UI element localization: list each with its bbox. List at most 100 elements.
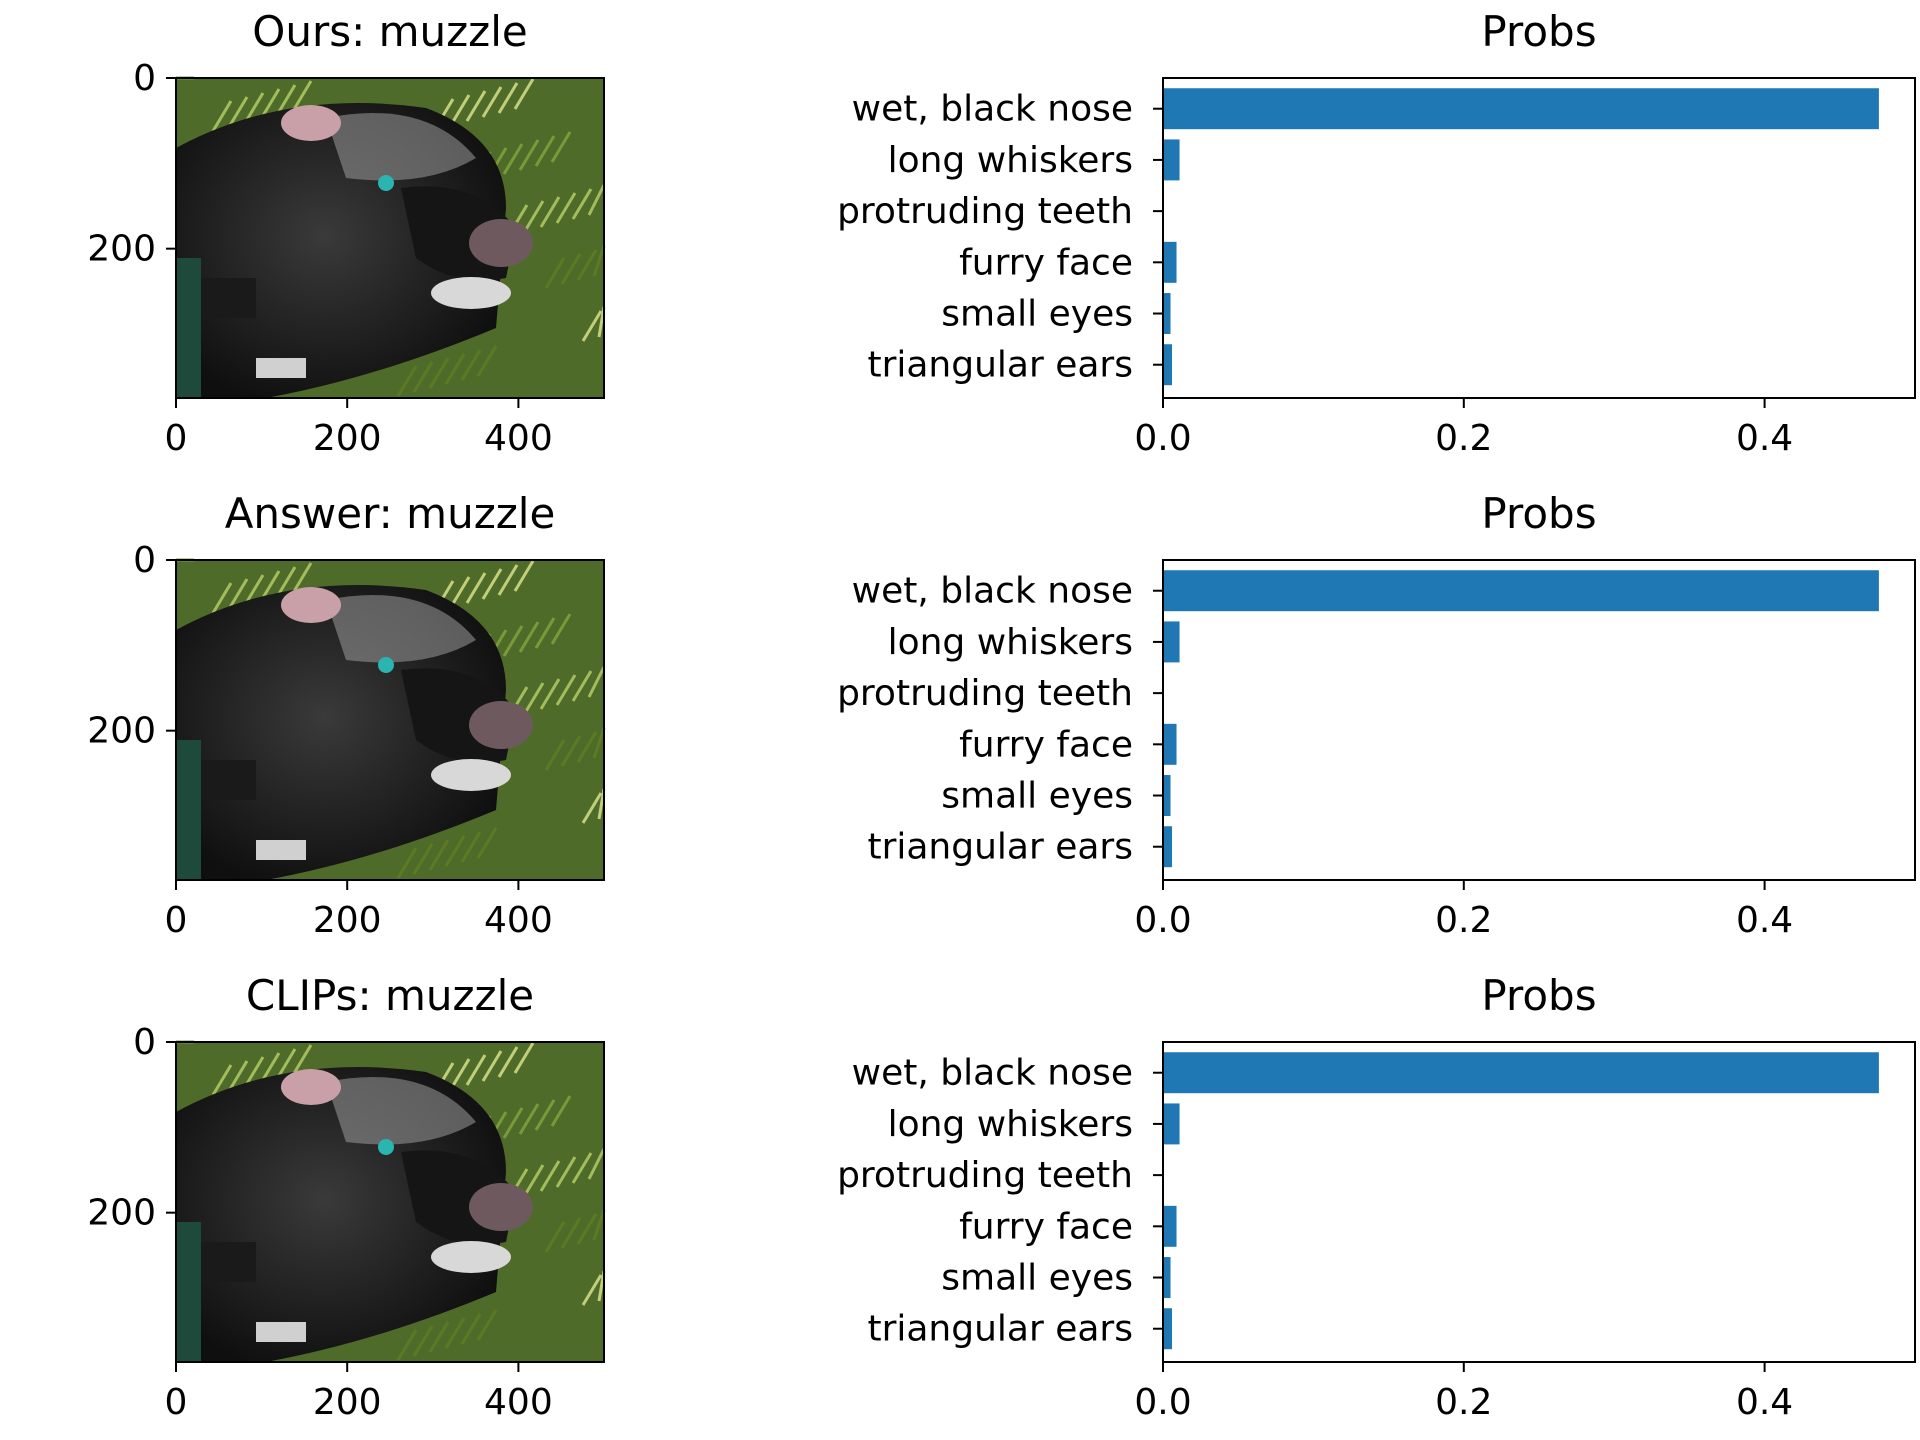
buckle	[256, 358, 306, 378]
chart-title: Probs	[1481, 971, 1596, 1020]
grass-blade	[534, 617, 556, 649]
bar	[1163, 570, 1879, 612]
image-title: Answer: muzzle	[225, 489, 556, 538]
grass-blade	[460, 1313, 482, 1345]
grass-blade	[227, 578, 249, 610]
grass-blade	[502, 625, 524, 657]
grass-blade	[544, 257, 566, 289]
x-tick-label: 0.0	[1134, 418, 1191, 459]
bar-chart: Probs wet, black nose long whiskers protrud…	[837, 971, 1916, 1423]
bar	[1163, 1308, 1173, 1350]
category-label: long whiskers	[888, 140, 1133, 181]
x-tick-label: 200	[313, 418, 382, 459]
grass-blade	[243, 1056, 265, 1088]
grass-blade	[465, 1054, 487, 1086]
grass-blade	[581, 1274, 603, 1306]
buckle	[256, 840, 306, 860]
image-frame	[175, 559, 605, 881]
grass-blade	[291, 1044, 313, 1076]
grass-blade	[227, 96, 249, 128]
category-label: furry face	[959, 724, 1133, 765]
green-bag	[176, 740, 201, 880]
category-label: furry face	[959, 242, 1133, 283]
grass-blade	[449, 1058, 471, 1090]
grass-blade	[497, 1046, 519, 1078]
category-label: small eyes	[941, 1258, 1133, 1299]
grass-blade	[449, 94, 471, 126]
grass-blade	[555, 674, 577, 706]
grass-blade	[539, 196, 561, 228]
grass-blade	[275, 566, 297, 598]
grass-blade	[211, 100, 233, 132]
y-tick-label: 200	[87, 1193, 156, 1234]
dog-eye	[378, 175, 394, 191]
dog-ear	[281, 1069, 341, 1105]
grass-blade	[587, 1148, 606, 1180]
grass-blade	[571, 1152, 593, 1184]
grass-blade	[502, 1107, 524, 1139]
grass-blade	[592, 727, 606, 759]
bar	[1163, 1205, 1177, 1247]
category-label: protruding teeth	[837, 191, 1133, 232]
dog-ear	[281, 105, 341, 141]
grass-blade	[534, 1099, 556, 1131]
grass-blade	[534, 135, 556, 167]
grass-blade	[428, 1321, 450, 1353]
y-tick-label: 0	[133, 540, 156, 581]
category-label: protruding teeth	[837, 1155, 1133, 1196]
category-label: wet, black nose	[852, 1053, 1133, 1094]
bar-chart: Probs wet, black nose long whiskers protrud…	[837, 7, 1916, 459]
dog-eye	[378, 657, 394, 673]
grass-blade	[523, 1164, 545, 1196]
grass-blade	[560, 253, 582, 285]
grass-blade	[539, 678, 561, 710]
x-tick-label: 0.2	[1435, 418, 1492, 459]
category-label: wet, black nose	[852, 89, 1133, 130]
grass-blade	[465, 572, 487, 604]
grass-blade	[587, 666, 606, 698]
grass-blade	[497, 82, 519, 114]
grass-blade	[243, 92, 265, 124]
grass-blade	[465, 90, 487, 122]
grass-blade	[412, 1325, 434, 1357]
x-tick-label: 0	[165, 900, 188, 941]
bar	[1163, 293, 1171, 334]
x-tick-label: 0	[165, 1382, 188, 1423]
grass-blade	[576, 731, 598, 763]
dog-photo	[176, 1040, 606, 1362]
grass-blade	[513, 560, 535, 592]
green-bag	[176, 1222, 201, 1362]
grass-blade	[481, 86, 503, 118]
grass-blade	[412, 361, 434, 393]
image-panel: Answer: muzzle 0 200 0 200 400	[87, 489, 606, 941]
grass-blade	[523, 682, 545, 714]
x-tick-label: 0.2	[1435, 900, 1492, 941]
grass-blade	[518, 621, 540, 653]
chart-frame	[1162, 559, 1916, 881]
chart-frame	[1162, 1041, 1916, 1363]
image-panel: CLIPs: muzzle 0 200 0 200 400	[87, 971, 606, 1423]
category-label: small eyes	[941, 776, 1133, 817]
dog-photo	[176, 76, 606, 398]
y-tick-label: 200	[87, 229, 156, 270]
grass-blade	[460, 831, 482, 863]
grey-fur	[326, 595, 476, 663]
grey-fur	[326, 1077, 476, 1145]
x-tick-label: 200	[313, 900, 382, 941]
dog-ear	[281, 587, 341, 623]
x-tick-label: 0.4	[1736, 1382, 1793, 1423]
y-tick-label: 0	[133, 58, 156, 99]
grass-blade	[412, 843, 434, 875]
grass-blade	[560, 735, 582, 767]
grass-blade	[428, 839, 450, 871]
grass-blade	[275, 84, 297, 116]
grass-blade	[555, 1156, 577, 1188]
grass-blade	[576, 1213, 598, 1245]
grass-blade	[227, 1060, 249, 1092]
grass-blade	[243, 574, 265, 606]
category-label: triangular ears	[867, 345, 1133, 386]
image-frame	[175, 77, 605, 399]
category-label: long whiskers	[888, 622, 1133, 663]
grass-blade	[513, 78, 535, 110]
grey-fur	[326, 113, 476, 181]
